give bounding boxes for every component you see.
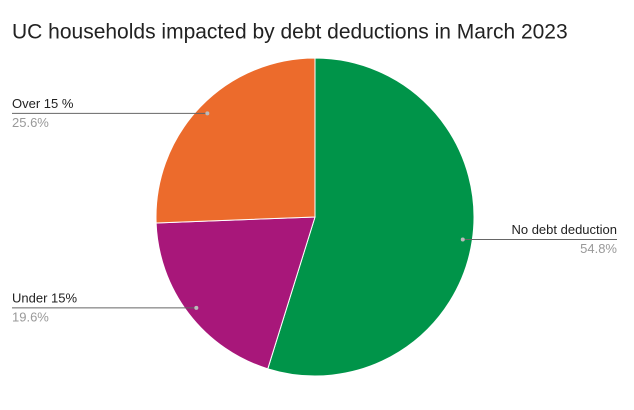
slice-label: Over 15 % [12,96,74,111]
slice-label: Under 15% [12,290,77,305]
leader-dot [460,237,465,242]
slice-label: No debt deduction [511,222,617,237]
pie-slice [155,57,316,224]
slice-value: 19.6% [12,309,49,324]
leader-dot [205,111,210,116]
pie-slice [155,216,316,370]
pie-slice [267,57,475,377]
chart-title: UC households impacted by debt deduction… [12,21,568,44]
slice-value: 25.6% [12,115,49,130]
slice-value: 54.8% [580,241,617,256]
leader-dot [194,305,199,310]
